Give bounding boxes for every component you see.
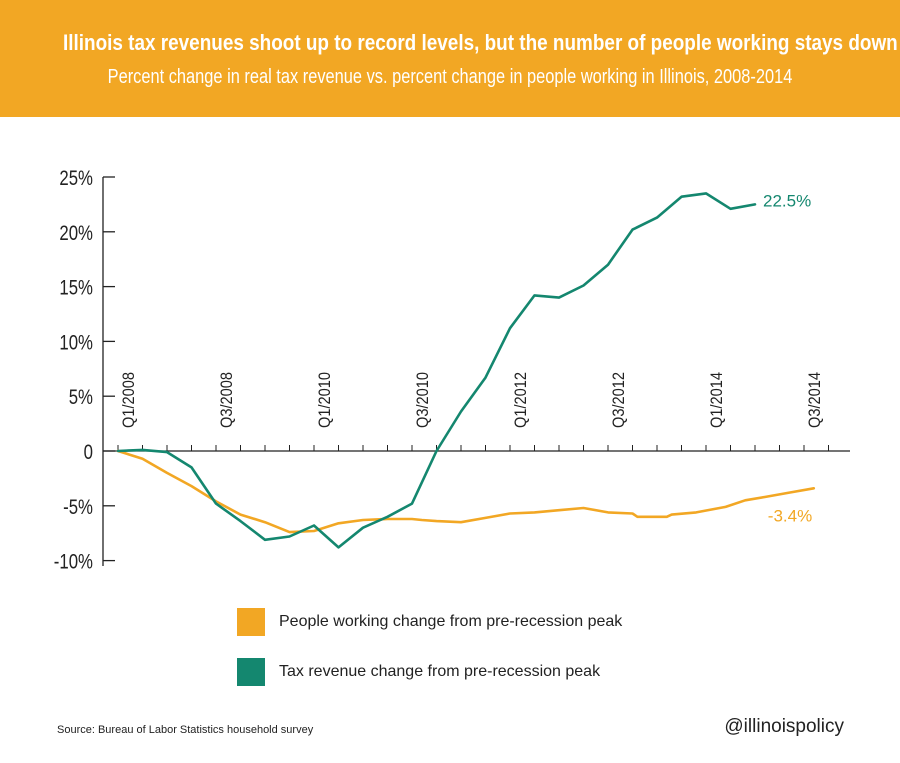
x-tick-label: Q3/2010 xyxy=(414,372,432,428)
tax-revenue-line xyxy=(116,192,757,549)
legend-label-tax: Tax revenue change from pre-recession pe… xyxy=(279,663,601,680)
header-banner: Illinois tax revenues shoot up to record… xyxy=(0,0,900,117)
x-tick-label: Q1/2014 xyxy=(708,372,726,428)
line-chart: 25% 20% 15% 10% 5% 0 -5% -10% Q1/2008 Q3/2008 Q1/2… xyxy=(54,167,850,574)
legend-swatch-people xyxy=(237,608,265,636)
y-tick-label: 15% xyxy=(59,277,93,300)
y-tick-label: 0 xyxy=(84,441,93,464)
x-tick-label: Q3/2008 xyxy=(218,372,236,428)
y-tick-label: 10% xyxy=(59,332,93,355)
x-tick-label: Q3/2012 xyxy=(610,372,628,428)
y-tick-label: 20% xyxy=(59,222,93,245)
y-tick-label: -10% xyxy=(54,551,93,574)
x-tick-label: Q3/2014 xyxy=(806,372,824,428)
y-tick-label: -5% xyxy=(63,496,93,519)
x-tick-label: Q1/2012 xyxy=(512,372,530,428)
tax-end-label: 22.5% xyxy=(763,191,811,210)
chart-title: Illinois tax revenues shoot up to record… xyxy=(63,30,898,55)
legend-swatch-tax xyxy=(237,658,265,686)
legend-item-tax: Tax revenue change from pre-recession pe… xyxy=(237,658,600,686)
x-tick-label: Q1/2008 xyxy=(120,372,138,428)
social-handle: @illinoispolicy xyxy=(724,716,844,737)
y-tick-label: 25% xyxy=(59,167,93,190)
y-tick-label: 5% xyxy=(69,387,93,410)
x-tick-label: Q1/2010 xyxy=(316,372,334,428)
people-working-line xyxy=(116,449,816,534)
source-note: Source: Bureau of Labor Statistics house… xyxy=(57,724,314,736)
people-end-label: -3.4% xyxy=(768,506,812,525)
legend-label-people: People working change from pre-recession… xyxy=(279,613,623,630)
chart-subtitle: Percent change in real tax revenue vs. p… xyxy=(107,66,793,88)
legend-item-people: People working change from pre-recession… xyxy=(237,608,622,636)
